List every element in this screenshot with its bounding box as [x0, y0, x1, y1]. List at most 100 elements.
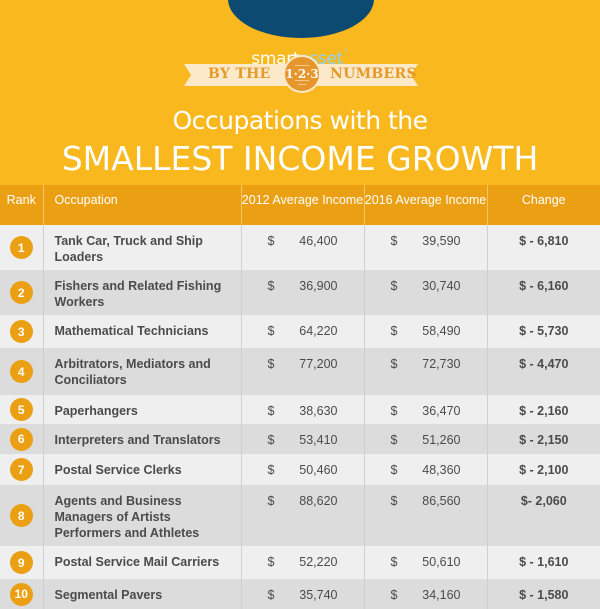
header-occupation: Occupation — [43, 185, 242, 225]
badge-line — [298, 84, 306, 85]
rank-cell: 7 — [0, 454, 44, 485]
currency-symbol: $ — [267, 234, 275, 248]
table-row: 1 Tank Car, Truck and Ship Loaders $46,4… — [0, 225, 600, 270]
income-2012-cell: $53,410 — [241, 424, 365, 454]
currency-symbol: $ — [390, 234, 398, 248]
table-row: 2 Fishers and Related Fishing Workers $3… — [0, 270, 600, 315]
income-2016-cell: $39,590 — [364, 225, 488, 270]
rank-cell: 6 — [0, 424, 44, 454]
banner-left-text: BY THE — [208, 66, 271, 82]
currency-symbol: $ — [390, 433, 398, 447]
income-2016-cell: $48,360 — [364, 454, 488, 485]
occupation-cell: Postal Service Clerks — [43, 454, 242, 485]
rank-badge: 8 — [9, 504, 33, 527]
table-row: 8 Agents and Business Managers of Artist… — [0, 485, 600, 546]
income-2016-value: 86,560 — [422, 494, 461, 508]
currency-symbol: $ — [267, 494, 275, 508]
rank-badge: 4 — [9, 360, 33, 383]
income-2016-cell: $58,490 — [364, 315, 488, 348]
income-2012-cell: $88,620 — [241, 485, 365, 546]
income-2016-value: 58,490 — [422, 324, 461, 338]
income-2012-cell: $50,460 — [241, 454, 365, 485]
income-2016-value: 50,610 — [422, 555, 461, 569]
rank-cell: 3 — [0, 315, 44, 348]
income-2012-cell: $77,200 — [241, 348, 365, 395]
banner-right-text: NUMBERS — [330, 66, 417, 82]
logo-background — [228, 0, 374, 38]
currency-symbol: $ — [390, 324, 398, 338]
income-2012-cell: $38,630 — [241, 395, 365, 424]
income-2012-value: 52,220 — [299, 555, 338, 569]
rank-cell: 5 — [0, 395, 44, 424]
change-cell: $ - 2,100 — [487, 454, 600, 485]
income-2012-value: 46,400 — [299, 234, 338, 248]
rank-cell: 4 — [0, 348, 44, 395]
occupation-cell: Mathematical Technicians — [43, 315, 242, 348]
currency-symbol: $ — [267, 433, 275, 447]
change-cell: $- 2,060 — [487, 485, 600, 546]
income-2012-cell: $64,220 — [241, 315, 365, 348]
income-2016-cell: $51,260 — [364, 424, 488, 454]
change-cell: $ - 5,730 — [487, 315, 600, 348]
currency-symbol: $ — [390, 279, 398, 293]
table-row: 6 Interpreters and Translators $53,410 $… — [0, 424, 600, 454]
table-row: 4 Arbitrators, Mediators and Conciliator… — [0, 348, 600, 395]
currency-symbol: $ — [267, 555, 275, 569]
income-2016-value: 72,730 — [422, 357, 461, 371]
rank-badge: 6 — [9, 427, 33, 451]
rank-cell: 8 — [0, 485, 44, 546]
header-rank: Rank — [0, 185, 44, 225]
occupation-cell: Segmental Pavers — [43, 579, 242, 609]
table-header-row: Rank Occupation 2012 Average Income 2016… — [0, 185, 600, 225]
occupation-cell: Postal Service Mail Carriers — [43, 546, 242, 579]
change-cell: $ - 2,150 — [487, 424, 600, 454]
header-change: Change — [487, 185, 600, 225]
occupation-cell: Fishers and Related Fishing Workers — [43, 270, 242, 315]
badge-text: 1·2·3 — [285, 67, 319, 81]
income-2016-cell: $50,610 — [364, 546, 488, 579]
table-row: 9 Postal Service Mail Carriers $52,220 $… — [0, 546, 600, 579]
currency-symbol: $ — [267, 404, 275, 418]
change-cell: $ - 2,160 — [487, 395, 600, 424]
income-2012-cell: $36,900 — [241, 270, 365, 315]
income-2012-value: 64,220 — [299, 324, 338, 338]
income-2012-value: 36,900 — [299, 279, 338, 293]
income-2016-value: 30,740 — [422, 279, 461, 293]
income-2012-cell: $52,220 — [241, 546, 365, 579]
income-2016-cell: $36,470 — [364, 395, 488, 424]
logo-tm: ™ — [343, 49, 349, 56]
rank-badge: 9 — [9, 551, 33, 574]
currency-symbol: $ — [267, 463, 275, 477]
badge-line — [295, 65, 309, 66]
header-2016-income: 2016 Average Income — [364, 185, 488, 225]
rank-badge: 3 — [9, 320, 33, 343]
occupation-cell: Paperhangers — [43, 395, 242, 424]
table-row: 7 Postal Service Clerks $50,460 $48,360 … — [0, 454, 600, 485]
income-2012-value: 50,460 — [299, 463, 338, 477]
change-cell: $ - 4,470 — [487, 348, 600, 395]
occupation-cell: Tank Car, Truck and Ship Loaders — [43, 225, 242, 270]
rank-cell: 10 — [0, 579, 44, 609]
rank-badge: 10 — [9, 582, 33, 606]
income-2016-cell: $34,160 — [364, 579, 488, 609]
income-2012-value: 35,740 — [299, 588, 338, 602]
income-2016-cell: $72,730 — [364, 348, 488, 395]
currency-symbol: $ — [390, 404, 398, 418]
change-cell: $ - 1,580 — [487, 579, 600, 609]
currency-symbol: $ — [390, 494, 398, 508]
title-line-1: Occupations with the — [172, 106, 428, 135]
occupation-cell: Interpreters and Translators — [43, 424, 242, 454]
income-2016-value: 34,160 — [422, 588, 461, 602]
income-2012-cell: $46,400 — [241, 225, 365, 270]
rank-badge: 7 — [9, 458, 33, 481]
table-row: 5 Paperhangers $38,630 $36,470 $ - 2,160 — [0, 395, 600, 424]
change-cell: $ - 6,160 — [487, 270, 600, 315]
rank-cell: 2 — [0, 270, 44, 315]
occupation-cell: Agents and Business Managers of Artists … — [43, 485, 242, 546]
currency-symbol: $ — [267, 357, 275, 371]
income-2016-value: 51,260 — [422, 433, 461, 447]
currency-symbol: $ — [267, 279, 275, 293]
currency-symbol: $ — [390, 555, 398, 569]
currency-symbol: $ — [267, 588, 275, 602]
badge-line — [295, 80, 309, 81]
